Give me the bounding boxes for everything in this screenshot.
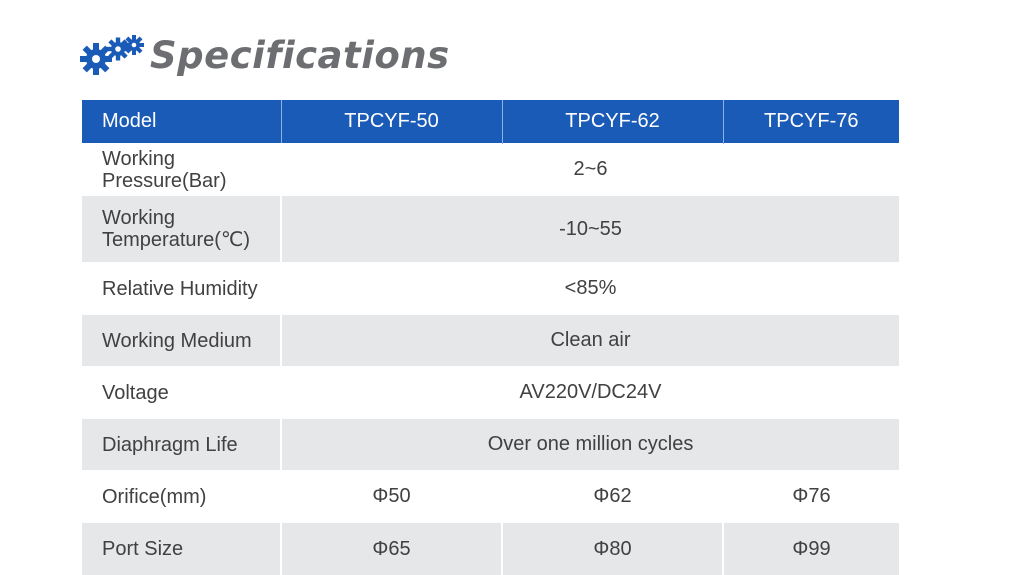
row-label-voltage: Voltage [82,367,281,419]
header-model-tpcyf-62: TPCYF-62 [502,100,723,144]
row-label-relative-humidity: Relative Humidity [82,263,281,315]
row-label-line: Pressure(Bar) [102,170,280,192]
row-value-diaphragm-life: Over one million cycles [281,419,899,471]
port-size-value-tpcyf-50: Φ65 [281,523,502,575]
port-size-value-tpcyf-76: Φ99 [723,523,899,575]
header-model-label: Model [82,100,281,144]
header-model-tpcyf-50: TPCYF-50 [281,100,502,144]
table-row-port-size: Port Size Φ65 Φ80 Φ99 [82,523,899,575]
port-size-value-tpcyf-62: Φ80 [502,523,723,575]
row-label-line: Temperature(℃) [102,229,280,251]
row-label-orifice: Orifice(mm) [82,471,281,523]
specifications-heading: Specifications [80,30,450,80]
table-row-working-temperature: Working Temperature(℃) -10~55 [82,196,899,263]
row-label-working-pressure: Working Pressure(Bar) [82,144,281,196]
row-value-relative-humidity: <85% [281,263,899,315]
row-value-working-temperature: -10~55 [281,196,899,263]
table-row-relative-humidity: Relative Humidity <85% [82,263,899,315]
table-row-diaphragm-life: Diaphragm Life Over one million cycles [82,419,899,471]
row-label-diaphragm-life: Diaphragm Life [82,419,281,471]
table-row-voltage: Voltage AV220V/DC24V [82,367,899,419]
row-value-working-pressure: 2~6 [281,144,899,196]
orifice-value-tpcyf-62: Φ62 [502,471,723,523]
row-label-line: Working [102,207,280,229]
header-model-tpcyf-76: TPCYF-76 [723,100,899,144]
table-header-row: Model TPCYF-50 TPCYF-62 TPCYF-76 [82,100,899,144]
row-value-voltage: AV220V/DC24V [281,367,899,419]
table-row-working-medium: Working Medium Clean air [82,315,899,367]
row-value-working-medium: Clean air [281,315,899,367]
row-label-working-medium: Working Medium [82,315,281,367]
orifice-value-tpcyf-76: Φ76 [723,471,899,523]
table-row-working-pressure: Working Pressure(Bar) 2~6 [82,144,899,196]
table-row-orifice: Orifice(mm) Φ50 Φ62 Φ76 [82,471,899,523]
gears-icon [80,33,146,77]
specifications-table: Model TPCYF-50 TPCYF-62 TPCYF-76 Working… [82,100,899,575]
row-label-line: Working [102,148,280,170]
page-title: Specifications [150,34,450,77]
row-label-working-temperature: Working Temperature(℃) [82,196,281,263]
orifice-value-tpcyf-50: Φ50 [281,471,502,523]
row-label-port-size: Port Size [82,523,281,575]
